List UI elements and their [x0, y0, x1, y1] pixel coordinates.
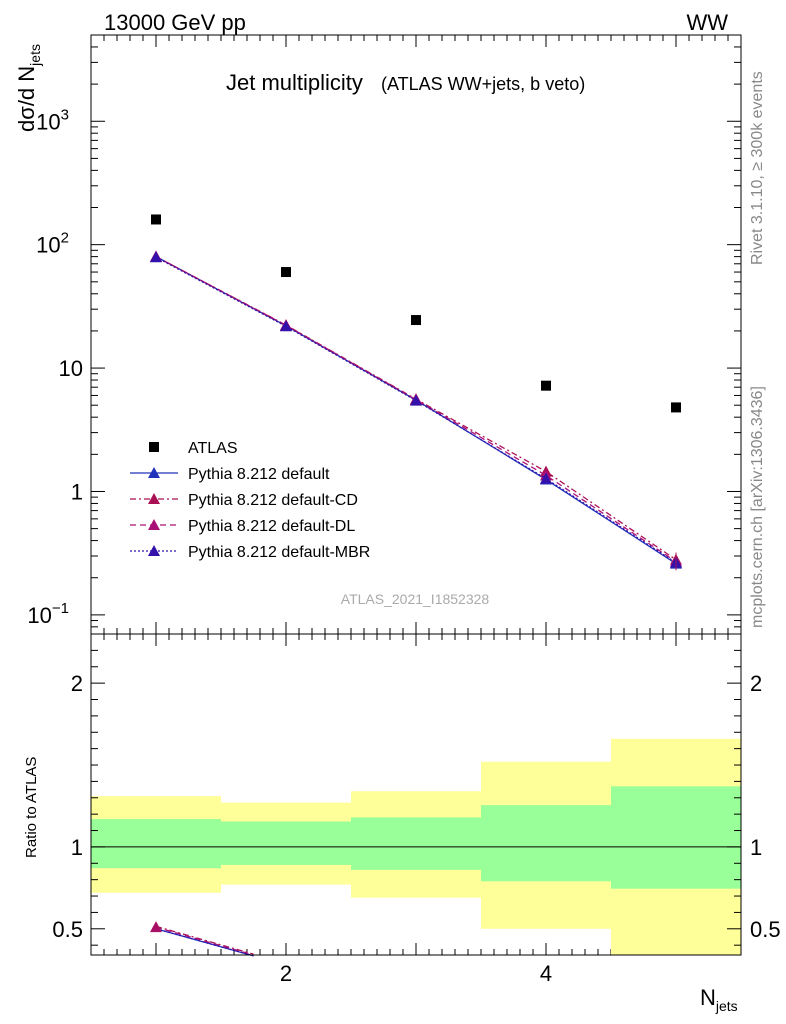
legend: ATLAS Pythia 8.212 default Pythia 8.212 de…	[130, 440, 370, 561]
legend-marker	[148, 467, 160, 478]
header-process-label: WW	[686, 10, 728, 35]
legend-label: Pythia 8.212 default-MBR	[188, 544, 370, 561]
x-axis-label-sub: jets	[715, 998, 738, 1014]
ratio-y-tick-label: 0.5	[52, 917, 83, 942]
ratio-panel	[90, 633, 742, 956]
data-point-atlas	[541, 380, 551, 391]
y-axis-label: dσ/d Njets	[14, 44, 43, 132]
series-line	[155, 256, 677, 563]
data-point-atlas	[281, 267, 291, 278]
analysis-id: ATLAS_2021_I1852328	[341, 591, 490, 607]
chart-title: Jet multiplicity	[226, 70, 363, 95]
legend-marker	[149, 442, 159, 452]
ratio-mc-point	[150, 921, 162, 933]
data-point-atlas	[411, 315, 421, 326]
data-point-atlas	[671, 402, 681, 413]
ratio-band-green	[221, 821, 351, 865]
ratio-band-green	[351, 817, 481, 870]
ratio-band-green	[611, 786, 741, 889]
ratio-band-green	[91, 819, 221, 869]
series-line	[155, 256, 677, 561]
ratio-y-tick-label: 1	[71, 835, 83, 860]
data-point-atlas	[151, 214, 161, 225]
ratio-band-green	[481, 805, 611, 882]
series-line	[155, 256, 677, 564]
main-ticks: 10−1 1 10 102 103	[27, 34, 742, 955]
legend-marker	[148, 545, 160, 556]
y-tick-label: 102	[36, 230, 69, 258]
ratio-ticks: 2 4 0.5 0.5 1 1 2 2	[52, 649, 781, 986]
legend-marker	[148, 519, 160, 530]
ratio-y-tick-label: 2	[71, 671, 83, 696]
ratio-lines	[91, 846, 741, 957]
data-point-mc	[280, 320, 292, 332]
y-tick-label: 10−1	[27, 600, 69, 628]
y-tick-label: 1	[71, 479, 83, 504]
legend-marker	[148, 493, 160, 504]
legend-label: Pythia 8.212 default	[188, 466, 330, 483]
x-tick-label: 2	[280, 961, 292, 986]
x-tick-label: 4	[540, 961, 552, 986]
data-point-mc	[150, 251, 162, 263]
legend-label: Pythia 8.212 default-CD	[188, 492, 358, 509]
x-axis-label: Njets	[700, 985, 738, 1014]
chart-subtitle: (ATLAS WW+jets, b veto)	[381, 74, 585, 94]
legend-label: ATLAS	[188, 440, 238, 457]
y-axis-label-main: dσ/d N	[14, 66, 39, 132]
y-tick-label: 10	[59, 356, 83, 381]
ratio-mc-line	[155, 926, 254, 956]
header-energy-label: 13000 GeV pp	[104, 10, 246, 35]
legend-label: Pythia 8.212 default-DL	[188, 518, 355, 535]
y-tick-label: 103	[36, 106, 69, 134]
ratio-mc-line	[155, 925, 254, 955]
x-axis-label-main: N	[700, 985, 716, 1010]
main-series	[150, 214, 682, 571]
data-point-mc	[540, 472, 552, 484]
ratio-y-tick-label-right: 0.5	[750, 917, 781, 942]
data-point-mc	[410, 394, 422, 406]
ratio-axis-label: Ratio to ATLAS	[23, 757, 40, 858]
ratio-y-tick-label-right: 1	[750, 835, 762, 860]
ratio-y-tick-label-right: 2	[750, 671, 762, 696]
ratio-mc-line	[155, 928, 254, 957]
y-axis-label-sub: jets	[27, 44, 43, 67]
ratio-frame	[90, 633, 742, 956]
